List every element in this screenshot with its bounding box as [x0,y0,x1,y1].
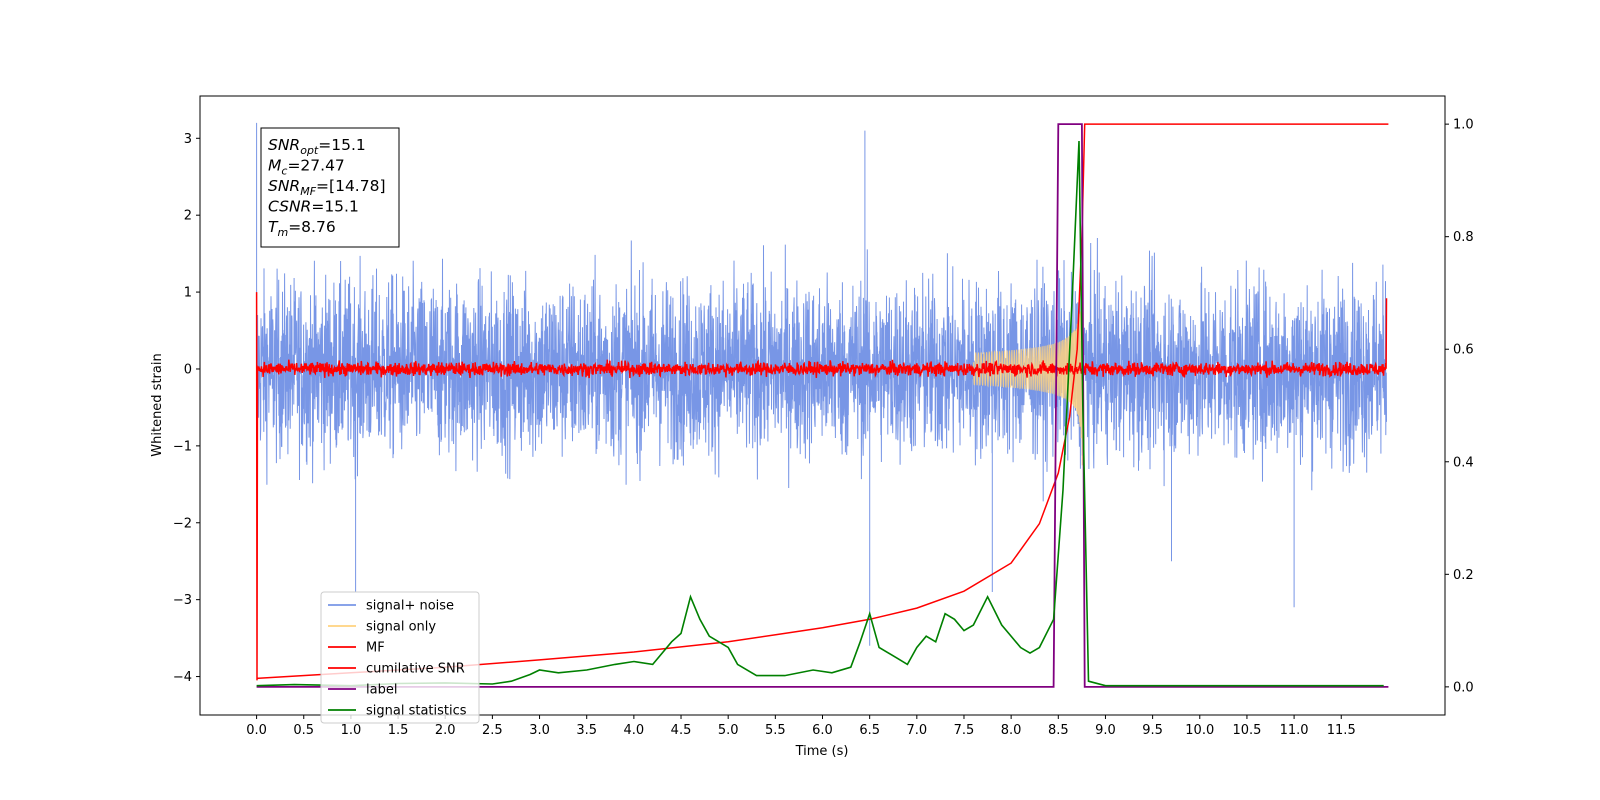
x-tick-label: 1.0 [341,723,362,738]
x-tick-label: 8.5 [1048,723,1069,738]
x-tick-label: 5.0 [718,723,739,738]
y2-tick-label: 0.0 [1453,680,1474,695]
y-tick-label: 0 [184,362,192,377]
x-tick-label: 11.0 [1280,723,1309,738]
x-tick-label: 6.0 [812,723,833,738]
x-tick-label: 8.0 [1001,723,1022,738]
x-tick-label: 7.5 [954,723,975,738]
series-mf [255,292,1388,681]
x-tick-label: 10.5 [1232,723,1261,738]
y2-tick-label: 0.4 [1453,455,1474,470]
y-axis-right: 1.0 0.8 0.6 0.4 0.2 0.0 [1445,118,1474,695]
x-tick-label: 2.5 [482,723,503,738]
y-axis-label: Whitened strain [150,353,165,456]
x-tick-label: 10.0 [1185,723,1214,738]
y-tick-label: −1 [173,439,192,454]
y-axis-left: 3 2 1 0 −1 −2 −3 −4 [173,132,200,685]
y-tick-label: 1 [184,286,192,301]
y-tick-label: 3 [184,132,192,147]
series-signal-statistics [256,140,1384,687]
x-tick-label: 9.5 [1142,723,1163,738]
legend: signal+ noise signal only MF cumilative SNR… [320,591,480,724]
series-cumulative-snr [256,123,1389,680]
legend-label: signal+ noise [366,599,454,614]
annotation-line: Tm=8.76 [268,218,336,239]
x-tick-label: 7.0 [906,723,927,738]
x-tick-label: 5.5 [765,723,786,738]
x-tick-label: 2.0 [435,723,456,738]
legend-label: cumilative SNR [366,662,465,677]
legend-label: label [366,683,397,698]
legend-label: signal statistics [366,704,467,719]
annotation-line: Mc=27.47 [268,157,345,178]
annotation-line: SNRMF=[14.78] [268,177,386,198]
annotation-line: SNRopt=15.1 [268,136,366,157]
y-tick-label: 2 [184,209,192,224]
y2-tick-label: 1.0 [1453,118,1474,133]
x-tick-label: 11.5 [1327,723,1356,738]
x-tick-label: 9.0 [1095,723,1116,738]
y-tick-label: −3 [173,593,192,608]
x-tick-label: 1.5 [388,723,409,738]
series-signal-noise [256,122,1387,646]
legend-label: signal only [366,620,436,635]
x-tick-label: 0.5 [293,723,314,738]
y-tick-label: −4 [173,670,192,685]
x-tick-label: 4.5 [671,723,692,738]
y2-tick-label: 0.2 [1453,568,1474,583]
x-tick-label: 3.0 [529,723,550,738]
series-signal-only [972,285,1085,466]
x-tick-label: 0.0 [246,723,267,738]
x-axis-label: Time (s) [795,744,849,759]
legend-label: MF [366,641,385,656]
y2-tick-label: 0.6 [1453,343,1474,358]
annotation-line: CSNR=15.1 [268,198,359,216]
x-tick-label: 3.5 [576,723,597,738]
x-tick-label: 4.0 [624,723,645,738]
x-axis: 0.0 0.5 1.0 1.5 2.0 2.5 3.0 3.5 4.0 4.5 5.0 5.5 6.0 6… [246,715,1356,738]
x-tick-label: 6.5 [859,723,880,738]
series-layer [255,122,1389,688]
series-label [256,123,1389,688]
y2-tick-label: 0.8 [1453,230,1474,245]
plot-area [199,95,1446,716]
y-tick-label: −2 [173,516,192,531]
annotation-box: SNRopt=15.1Mc=27.47SNRMF=[14.78]CSNR=15.… [260,127,400,248]
